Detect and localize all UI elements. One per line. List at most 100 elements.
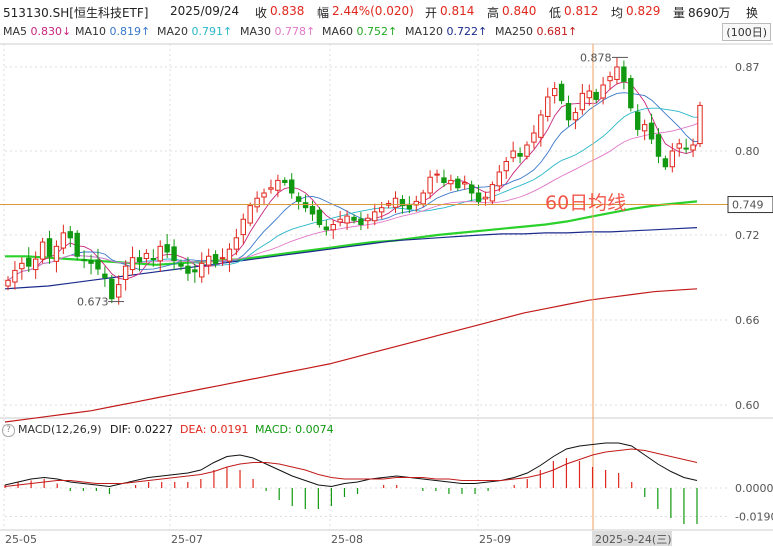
- candle-body: [378, 207, 385, 213]
- cursor-date-box: [592, 531, 672, 546]
- candle-body: [53, 245, 60, 262]
- candle-body: [489, 184, 496, 202]
- dea-line: [4, 448, 698, 487]
- avg-value: 0.829: [626, 4, 661, 18]
- candle-body: [60, 232, 67, 249]
- candle-body: [88, 260, 94, 264]
- ma250-legend: MA250 0.681↑: [495, 25, 578, 38]
- ma20-legend: MA20 0.791↑: [157, 25, 233, 38]
- candle-body: [455, 178, 461, 189]
- quote-header: 513130.SH[恒生科技ETF] 2025/09/24 收 0.838 幅 …: [0, 0, 773, 44]
- candle-body: [219, 257, 226, 260]
- candle-body: [517, 153, 523, 157]
- candle-body: [261, 192, 267, 198]
- candle-body: [614, 66, 620, 80]
- open-value: 0.814: [440, 4, 475, 18]
- candle-body: [143, 252, 150, 260]
- candle-body: [669, 150, 676, 168]
- candle-body: [26, 257, 32, 267]
- candle-body: [579, 92, 586, 111]
- change-value: 2.44%(0.020): [332, 4, 414, 18]
- ma250-line: [4, 288, 698, 423]
- candle-body: [420, 192, 426, 205]
- candle-body: [39, 241, 46, 260]
- candle-body: [192, 269, 198, 273]
- candle-body: [365, 217, 371, 222]
- quote-date: 2025/09/24: [170, 4, 240, 18]
- candle-body: [351, 216, 357, 221]
- candle-body: [5, 279, 11, 287]
- candle-body: [683, 147, 689, 150]
- price-tick-label: 0.60: [735, 399, 760, 412]
- candle-body: [226, 248, 233, 262]
- open-label: 开: [425, 6, 438, 20]
- candle-body: [648, 122, 655, 140]
- candle-body: [441, 177, 447, 184]
- ma10-line: [7, 92, 701, 281]
- date-tick-label: 25-08: [331, 533, 363, 546]
- candle-body: [309, 205, 316, 215]
- ma120-line: [4, 227, 698, 290]
- candle-body: [641, 124, 648, 132]
- reference-price-tag-box: [727, 196, 773, 214]
- candle-body: [434, 173, 440, 176]
- price-tick-label: 0.87: [735, 61, 760, 74]
- dea-value: DEA: 0.0191: [180, 423, 249, 436]
- ma5-legend: MA5 0.830↓: [3, 25, 72, 38]
- candle-body: [510, 150, 516, 159]
- low-label: 低: [549, 6, 562, 20]
- candle-body: [302, 202, 309, 209]
- candle-body: [531, 132, 537, 143]
- cursor-date-label: 2025-9-24(三): [595, 533, 672, 546]
- ma10-legend: MA10 0.819↑: [75, 25, 151, 38]
- candle-body: [19, 262, 25, 270]
- candle-body: [558, 83, 565, 102]
- help-icon[interactable]: ?: [2, 424, 15, 437]
- candle-body: [275, 179, 281, 191]
- candle-body: [697, 104, 703, 145]
- candle-body: [358, 218, 364, 225]
- candle-body: [95, 259, 101, 270]
- candle-body: [475, 192, 482, 202]
- candle-body: [545, 96, 551, 117]
- ma120-legend: MA120 0.722↑: [405, 25, 488, 38]
- candle-body: [524, 144, 530, 157]
- close-label: 收: [255, 6, 268, 20]
- candle-body: [392, 197, 399, 208]
- candle-body: [268, 187, 274, 190]
- candle-body: [600, 84, 606, 99]
- candle-body: [199, 262, 205, 278]
- price-tick-label: 0.72: [735, 229, 760, 242]
- candle-body: [503, 161, 509, 172]
- candle-body: [662, 158, 669, 168]
- candle-body: [676, 143, 682, 149]
- candle-body: [157, 245, 163, 262]
- candle-body: [150, 258, 157, 261]
- high-value: 0.840: [502, 4, 537, 18]
- candle-body: [586, 90, 592, 99]
- candle-body: [109, 278, 115, 300]
- candle-body: [233, 237, 240, 250]
- candle-body: [593, 91, 599, 100]
- volume-label: 量: [673, 6, 686, 20]
- high-label: 高: [487, 6, 500, 20]
- candle-body: [372, 211, 378, 222]
- candle-body: [12, 269, 18, 283]
- candle-body: [171, 246, 177, 261]
- candle-body: [102, 273, 108, 279]
- macd-tick-label: 0.0000: [735, 482, 773, 495]
- candle-body: [81, 259, 87, 262]
- avg-label: 均: [611, 6, 624, 20]
- date-tick-label: 25-09: [479, 533, 511, 546]
- price-tick-label: 0.66: [735, 314, 760, 327]
- candle-body: [337, 218, 343, 223]
- candle-body: [635, 111, 641, 130]
- min-marker-label: 0.673: [77, 296, 109, 309]
- candle-body: [496, 171, 503, 187]
- macd-value: MACD: 0.0074: [255, 423, 334, 436]
- candle-body: [212, 254, 219, 264]
- candle-body: [565, 102, 572, 121]
- candle-body: [344, 215, 350, 224]
- period-selector-button[interactable]: (100日): [722, 23, 771, 41]
